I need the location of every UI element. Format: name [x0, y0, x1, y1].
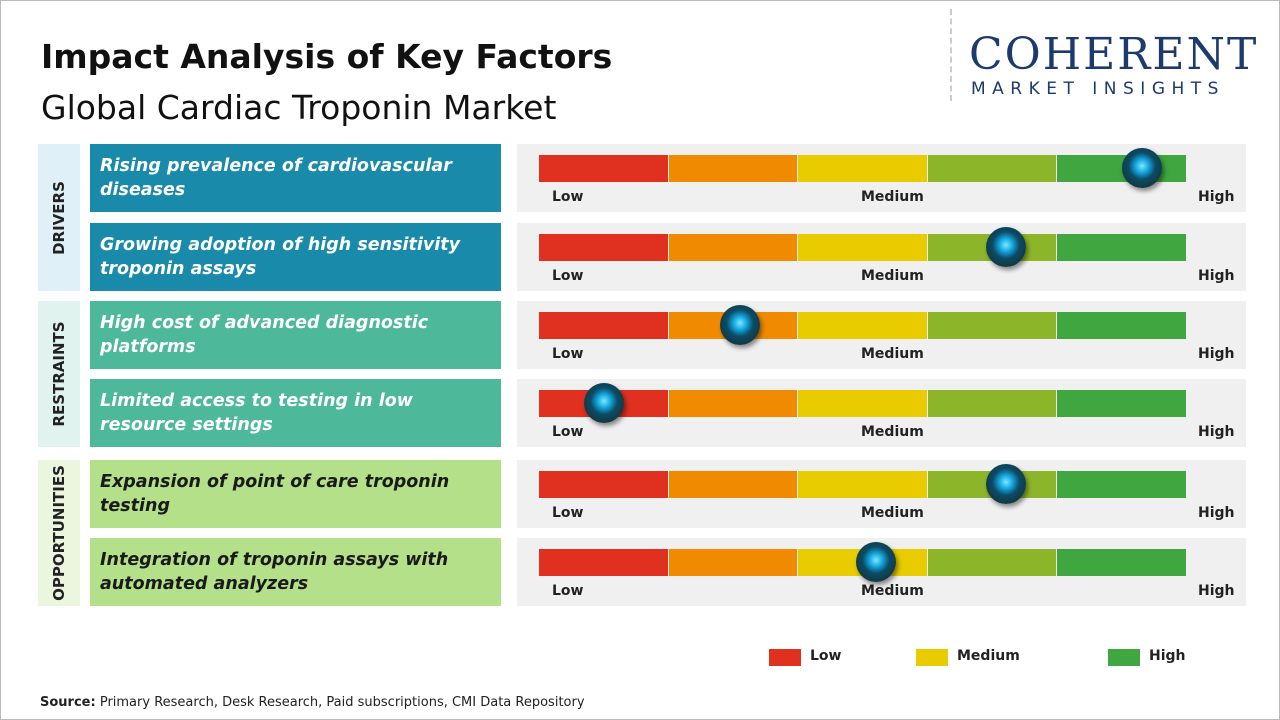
- scale-label: Low: [552, 346, 584, 362]
- title: Impact Analysis of Key Factors: [41, 37, 613, 76]
- scale-label: High: [1198, 346, 1235, 362]
- source-text: Primary Research, Desk Research, Paid su…: [99, 695, 585, 710]
- gauge-segment: [927, 312, 1057, 339]
- gauge-segment: [1057, 312, 1186, 339]
- legend-label: Medium: [957, 648, 1020, 664]
- legend-label: Low: [810, 648, 842, 664]
- scale-label: High: [1198, 583, 1235, 599]
- gauge-segment: [1057, 390, 1186, 417]
- group-label-box: RESTRAINTS: [38, 301, 80, 447]
- scale-label: Medium: [861, 346, 924, 362]
- impact-knob: [719, 305, 760, 345]
- scale-label: Medium: [861, 189, 924, 205]
- group-label: OPPORTUNITIES: [50, 465, 68, 601]
- legend-swatch: [916, 649, 948, 666]
- gauge-segment: [1057, 549, 1186, 576]
- impact-knob: [583, 383, 624, 423]
- legend-swatch: [1108, 649, 1140, 666]
- logo-tagline: MARKET INSIGHTS: [971, 79, 1225, 99]
- gauge-segment: [927, 390, 1057, 417]
- scale-label: Medium: [861, 268, 924, 284]
- impact-gauge: Low Medium High: [517, 379, 1246, 447]
- scale-label: High: [1198, 424, 1235, 440]
- factor-label: Expansion of point of care troponin test…: [90, 460, 501, 528]
- legend-swatch: [769, 649, 801, 666]
- factor-label: Integration of troponin assays with auto…: [90, 538, 501, 606]
- scale-label: Medium: [861, 424, 924, 440]
- gauge-segment: [668, 234, 798, 261]
- impact-gauge: Low Medium High: [517, 538, 1246, 606]
- gauge-segment: [668, 549, 798, 576]
- impact-knob: [855, 542, 896, 582]
- group-label-box: OPPORTUNITIES: [38, 460, 80, 606]
- impact-gauge: Low Medium High: [517, 460, 1246, 528]
- gauge-segment: [539, 312, 668, 339]
- factor-label: Rising prevalence of cardiovascular dise…: [90, 144, 501, 212]
- gauge-segment: [539, 471, 668, 498]
- gauge-segment: [927, 549, 1057, 576]
- gauge-segment: [668, 471, 798, 498]
- divider: [950, 9, 952, 101]
- gauge-segment: [1057, 234, 1186, 261]
- impact-knob: [985, 227, 1026, 267]
- gauge-segment: [668, 390, 798, 417]
- legend-label: High: [1149, 648, 1186, 664]
- factor-label: Limited access to testing in low resourc…: [90, 379, 501, 447]
- source-label: Source:: [40, 695, 96, 710]
- impact-gauge: Low Medium High: [517, 301, 1246, 369]
- group-label: RESTRAINTS: [50, 321, 68, 427]
- scale-label: Low: [552, 189, 584, 205]
- group-label-box: DRIVERS: [38, 144, 80, 291]
- gauge-segment: [798, 234, 927, 261]
- scale-label: Medium: [861, 505, 924, 521]
- scale-label: High: [1198, 268, 1235, 284]
- gauge-segment: [927, 155, 1057, 182]
- scale-label: Low: [552, 424, 584, 440]
- logo-name: COHERENT: [969, 29, 1259, 80]
- subtitle: Global Cardiac Troponin Market: [41, 88, 557, 127]
- gauge-segment: [798, 155, 927, 182]
- impact-knob: [985, 464, 1026, 504]
- scale-label: Low: [552, 268, 584, 284]
- impact-knob: [1121, 148, 1162, 188]
- impact-gauge: Low Medium High: [517, 144, 1246, 212]
- scale-label: Medium: [861, 583, 924, 599]
- scale-label: Low: [552, 505, 584, 521]
- factor-label: High cost of advanced diagnostic platfor…: [90, 301, 501, 369]
- scale-label: Low: [552, 583, 584, 599]
- gauge-segment: [539, 155, 668, 182]
- gauge-segment: [1057, 471, 1186, 498]
- scale-label: High: [1198, 189, 1235, 205]
- gauge-segment: [798, 390, 927, 417]
- scale-label: High: [1198, 505, 1235, 521]
- gauge-segment: [798, 471, 927, 498]
- source: Source: Primary Research, Desk Research,…: [40, 695, 585, 710]
- gauge-segment: [798, 312, 927, 339]
- gauge-segment: [668, 155, 798, 182]
- gauge-segment: [539, 549, 668, 576]
- gauge-segment: [539, 234, 668, 261]
- impact-gauge: Low Medium High: [517, 223, 1246, 291]
- factor-label: Growing adoption of high sensitivity tro…: [90, 223, 501, 291]
- group-label: DRIVERS: [50, 180, 68, 255]
